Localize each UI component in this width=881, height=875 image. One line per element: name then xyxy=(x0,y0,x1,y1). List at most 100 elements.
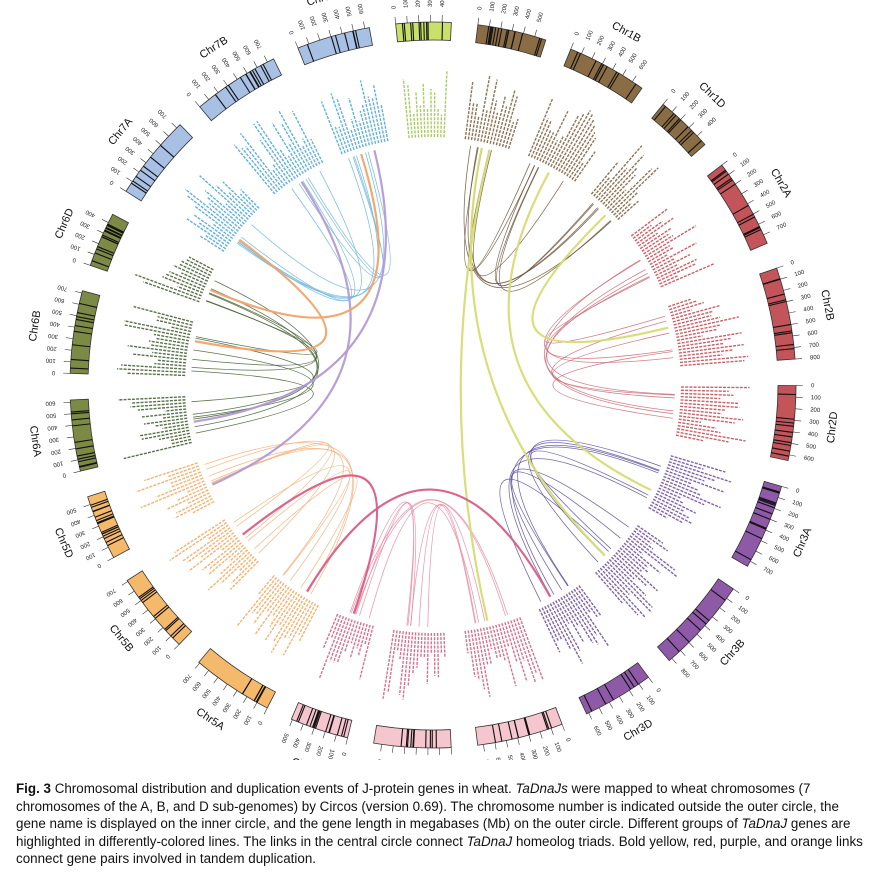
gene-position-mark xyxy=(510,31,516,50)
gene-label xyxy=(641,233,669,252)
gene-label xyxy=(657,263,696,282)
homeolog-link xyxy=(470,147,598,284)
homeolog-link xyxy=(552,351,673,419)
homeolog-link xyxy=(410,504,486,626)
tick-label: 300 xyxy=(753,178,765,189)
gene-label xyxy=(344,620,356,652)
gene-position-mark xyxy=(766,293,785,300)
tick-mark xyxy=(195,101,200,108)
homeolog-link xyxy=(496,166,594,287)
gene-position-mark xyxy=(403,23,407,42)
gene-position-mark xyxy=(256,686,267,703)
gene-label xyxy=(550,115,580,168)
tick-mark xyxy=(107,557,114,562)
gene-label xyxy=(557,598,584,642)
caption-text-1: Chromosomal distribution and duplication… xyxy=(50,781,516,796)
chromosome-band-chr2b xyxy=(759,267,796,361)
tick-mark xyxy=(760,540,768,544)
gene-label xyxy=(361,104,374,145)
gene-position-mark xyxy=(74,439,93,444)
tick-label: 0 xyxy=(671,88,678,95)
gene-position-mark xyxy=(406,729,410,748)
tick-mark xyxy=(96,229,104,234)
homeolog-link xyxy=(298,156,384,279)
gene-label xyxy=(659,274,679,285)
gene-label xyxy=(282,601,314,656)
gene-label xyxy=(630,208,668,237)
gene-label xyxy=(673,314,712,326)
gene-position-mark xyxy=(313,710,321,729)
gene-label xyxy=(477,75,491,142)
gene-position-mark xyxy=(497,723,503,742)
gene-label xyxy=(193,214,232,242)
tick-label: 0 xyxy=(744,595,751,602)
tick-mark xyxy=(629,690,634,697)
gene-label xyxy=(519,617,544,680)
gene-position-mark xyxy=(542,711,550,730)
gene-position-mark xyxy=(105,534,123,543)
gene-label xyxy=(467,630,476,678)
tick-mark xyxy=(64,349,72,351)
tick-label: 100 xyxy=(298,19,307,31)
tick-mark xyxy=(794,346,802,348)
gene-label xyxy=(150,344,188,351)
gene-label xyxy=(148,340,189,348)
tick-label: 300 xyxy=(220,701,231,713)
gene-label xyxy=(222,181,256,214)
gene-position-mark xyxy=(487,26,492,45)
gene-label xyxy=(164,408,187,412)
tick-label: 400 xyxy=(291,737,300,749)
gene-position-mark xyxy=(97,516,115,525)
tick-label: 300 xyxy=(607,40,617,52)
gene-label xyxy=(231,558,257,584)
gene-label xyxy=(680,405,726,411)
gene-label xyxy=(558,113,594,172)
tick-mark xyxy=(511,23,515,31)
gene-position-mark xyxy=(315,711,322,729)
gene-position-mark xyxy=(107,223,124,233)
gene-position-mark xyxy=(79,461,97,468)
homeolog-link xyxy=(463,145,612,289)
gene-label xyxy=(510,620,525,662)
tandem-duplication-link xyxy=(469,147,606,557)
gene-position-mark xyxy=(625,83,637,100)
gene-position-mark xyxy=(77,454,96,460)
gene-label xyxy=(652,498,690,519)
gene-label xyxy=(533,120,552,159)
gene-label xyxy=(498,90,516,147)
tick-mark xyxy=(795,358,803,360)
gene-label xyxy=(116,368,186,373)
gene-position-mark xyxy=(412,22,415,41)
homeolog-link xyxy=(551,320,675,399)
gene-position-mark xyxy=(762,487,780,494)
tick-label: 600 xyxy=(54,295,66,303)
gene-position-mark xyxy=(759,496,777,504)
chromosome-name-chr1a: Chr1A xyxy=(504,0,538,2)
gene-position-mark xyxy=(604,684,614,701)
gene-label xyxy=(283,598,309,639)
gene-label xyxy=(155,420,188,427)
gene-position-mark xyxy=(78,457,96,463)
tick-mark xyxy=(243,696,248,703)
tick-mark xyxy=(523,26,526,34)
tick-mark xyxy=(588,712,592,720)
tick-label: 100 xyxy=(191,77,202,89)
gene-position-mark xyxy=(249,71,260,88)
tick-label: 500 xyxy=(805,443,817,451)
gene-position-mark xyxy=(172,625,186,639)
gene-label xyxy=(670,301,705,314)
tick-mark xyxy=(311,727,315,735)
tick-label: 200 xyxy=(231,708,242,720)
tick-label: 700 xyxy=(157,107,169,119)
gene-label xyxy=(199,175,249,220)
tick-label: 0 xyxy=(289,29,296,35)
homeolog-link xyxy=(472,150,564,277)
gene-label xyxy=(678,421,717,429)
gene-label xyxy=(656,258,697,279)
tick-mark xyxy=(539,731,543,739)
gene-label xyxy=(636,217,674,245)
chromosome-name-chr1b: Chr1B xyxy=(610,20,643,46)
gene-position-mark xyxy=(344,32,350,51)
gene-label xyxy=(555,110,591,171)
tick-label: 500 xyxy=(537,11,546,23)
